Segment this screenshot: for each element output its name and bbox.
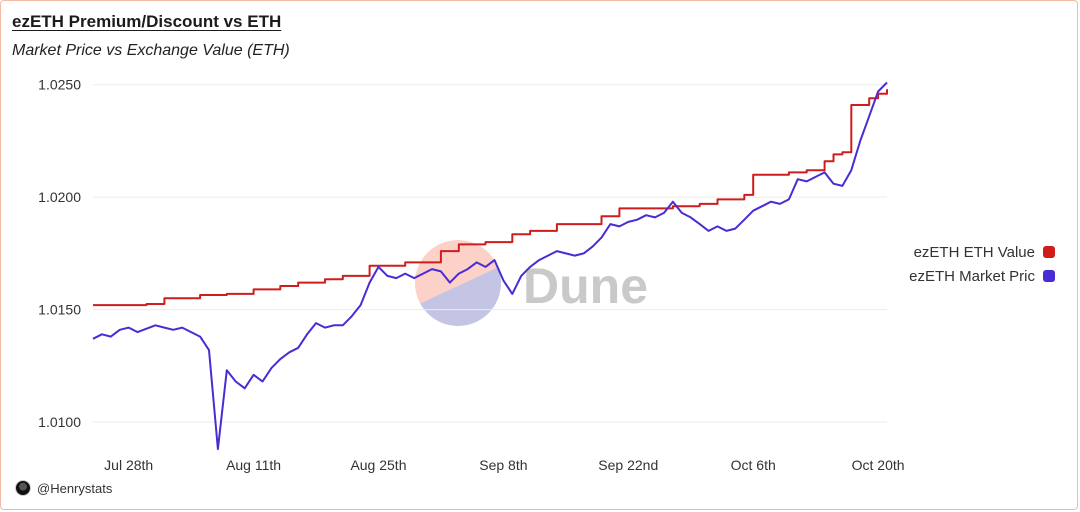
credit-handle: @Henrystats <box>37 480 113 496</box>
series-eth-value-line <box>93 89 888 307</box>
line-chart: Dune 1.0250 1.0200 1.0150 1.0100 Jul 28th Au… <box>38 77 1055 473</box>
y-tick-label: 1.0150 <box>38 302 81 318</box>
x-tick-label: Oct 20th <box>852 457 905 473</box>
series-lines <box>92 81 888 450</box>
chart-subtitle: Market Price vs Exchange Value (ETH) <box>12 42 290 59</box>
y-tick-label: 1.0250 <box>38 77 81 93</box>
y-axis: 1.0250 1.0200 1.0150 1.0100 <box>38 77 81 430</box>
legend-swatch <box>1043 270 1055 282</box>
chart-title[interactable]: ezETH Premium/Discount vs ETH <box>12 12 282 31</box>
dune-watermark: Dune <box>415 240 648 326</box>
credit: @Henrystats <box>15 480 112 496</box>
y-tick-label: 1.0100 <box>38 414 81 430</box>
legend: ezETH ETH Value ezETH Market Pric <box>909 244 1055 285</box>
y-tick-label: 1.0200 <box>38 189 81 205</box>
x-tick-label: Aug 25th <box>350 457 406 473</box>
legend-swatch <box>1043 246 1055 258</box>
series-market-price-line <box>92 81 888 450</box>
x-tick-label: Sep 8th <box>479 457 527 473</box>
legend-label: ezETH ETH Value <box>914 244 1035 261</box>
x-axis: Jul 28th Aug 11th Aug 25th Sep 8th Sep 22nd O… <box>104 457 904 473</box>
x-tick-label: Jul 28th <box>104 457 153 473</box>
x-tick-label: Oct 6th <box>731 457 776 473</box>
avatar <box>15 480 31 496</box>
x-tick-label: Aug 11th <box>226 457 281 473</box>
x-tick-label: Sep 22nd <box>598 457 658 473</box>
watermark-text: Dune <box>523 258 648 314</box>
grid-lines <box>93 84 887 423</box>
legend-label: ezETH Market Pric <box>909 268 1035 285</box>
